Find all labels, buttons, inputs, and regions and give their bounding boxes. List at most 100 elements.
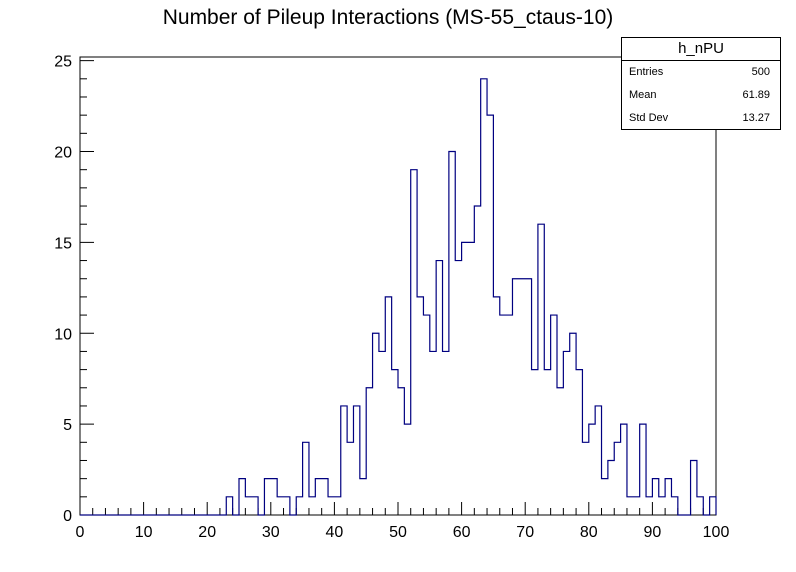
y-tick-label: 5 — [63, 417, 72, 434]
histogram-bin — [608, 460, 614, 515]
histogram-bin — [303, 442, 309, 515]
x-tick-label: 20 — [198, 524, 216, 541]
histogram-bin — [582, 442, 588, 515]
histogram-bin — [627, 497, 633, 515]
histogram-bin — [621, 424, 627, 515]
histogram-bin — [436, 261, 442, 515]
y-tick-label: 25 — [54, 54, 72, 71]
x-tick-label: 60 — [453, 524, 471, 541]
histogram-bin — [595, 406, 601, 515]
histogram-bin — [551, 315, 557, 515]
histogram-bin — [341, 406, 347, 515]
histogram-bin — [525, 279, 531, 515]
x-tick-label: 40 — [326, 524, 344, 541]
x-tick-label: 80 — [580, 524, 598, 541]
histogram-bin — [710, 497, 716, 515]
x-tick-label: 10 — [135, 524, 153, 541]
y-axis-ticks: 0 5 10 15 20 25 — [54, 54, 94, 525]
histogram-bin — [271, 479, 277, 515]
histogram-bin — [500, 315, 506, 515]
histogram-bin — [576, 370, 582, 515]
stats-mean-row: Mean 61.89 — [622, 84, 780, 107]
histogram-bin — [366, 388, 372, 515]
x-tick-label: 50 — [389, 524, 407, 541]
histogram-bin — [614, 442, 620, 515]
histogram-bin — [493, 297, 499, 515]
histogram-bin — [691, 460, 697, 515]
histogram-bin — [226, 497, 232, 515]
histogram-bin — [652, 479, 658, 515]
stats-entries-label: Entries — [629, 66, 664, 78]
histogram-bin — [284, 497, 290, 515]
histogram-bin — [519, 279, 525, 515]
stats-box: h_nPU Entries 500 Mean 61.89 Std Dev 13.… — [621, 37, 781, 130]
histogram-bin — [633, 497, 639, 515]
histogram-bin — [589, 424, 595, 515]
histogram-bin — [334, 497, 340, 515]
histogram-bin — [512, 279, 518, 515]
histogram-bin — [353, 406, 359, 515]
y-tick-label: 10 — [54, 326, 72, 343]
histogram-bin — [239, 479, 245, 515]
histogram-bin — [570, 333, 576, 515]
x-tick-label: 30 — [262, 524, 280, 541]
histogram-bin — [449, 152, 455, 515]
histogram-bin — [315, 479, 321, 515]
stats-mean-value: 61.89 — [742, 89, 770, 101]
histogram-bin — [328, 497, 334, 515]
histogram-bin — [532, 370, 538, 515]
stats-mean-label: Mean — [629, 89, 657, 101]
stats-std-value: 13.27 — [742, 112, 770, 124]
histogram-bin — [379, 351, 385, 515]
stats-entries-value: 500 — [751, 66, 770, 78]
histogram-bin — [468, 242, 474, 515]
y-tick-label: 15 — [54, 235, 72, 252]
histogram-bin — [474, 206, 480, 515]
histogram-bin — [563, 351, 569, 515]
histogram-bin — [481, 79, 487, 515]
histogram-bin — [506, 315, 512, 515]
histogram-bin — [671, 497, 677, 515]
histogram-bin — [404, 424, 410, 515]
x-tick-label: 90 — [644, 524, 662, 541]
histogram-bin — [640, 424, 646, 515]
histogram-bin — [296, 497, 302, 515]
histogram-bin — [462, 242, 468, 515]
x-tick-label: 70 — [516, 524, 534, 541]
histogram-bin — [557, 388, 563, 515]
histogram-bin — [538, 224, 544, 515]
stats-histogram-name: h_nPU — [622, 38, 780, 61]
histogram-bin — [322, 479, 328, 515]
x-axis-ticks: 0 10 20 30 40 50 60 70 80 90 100 — [76, 502, 730, 541]
histogram-bin — [385, 297, 391, 515]
histogram-bin — [309, 497, 315, 515]
histogram-bin — [245, 497, 251, 515]
stats-std-row: Std Dev 13.27 — [622, 107, 780, 130]
histogram-bin — [646, 497, 652, 515]
histogram-bin — [423, 315, 429, 515]
x-tick-label: 100 — [703, 524, 730, 541]
chart-title: Number of Pileup Interactions (MS-55_cta… — [162, 6, 614, 29]
histogram-bin — [417, 297, 423, 515]
x-tick-label: 0 — [76, 524, 85, 541]
histogram-bin — [697, 497, 703, 515]
histogram-bin — [264, 479, 270, 515]
histogram-bin — [455, 261, 461, 515]
histogram-bin — [252, 497, 258, 515]
histogram-bin — [373, 333, 379, 515]
stats-entries-row: Entries 500 — [622, 61, 780, 84]
histogram-bin — [398, 388, 404, 515]
histogram-outline — [80, 78, 717, 516]
histogram-bin — [392, 370, 398, 515]
stats-std-label: Std Dev — [629, 112, 669, 124]
histogram-bin — [277, 497, 283, 515]
histogram-bin — [360, 479, 366, 515]
histogram-bin — [659, 497, 665, 515]
histogram-bins — [226, 79, 716, 515]
histogram-bin — [544, 370, 550, 515]
histogram-bin — [487, 115, 493, 515]
y-tick-label: 0 — [63, 508, 72, 525]
histogram-bin — [347, 442, 353, 515]
y-tick-label: 20 — [54, 145, 72, 162]
